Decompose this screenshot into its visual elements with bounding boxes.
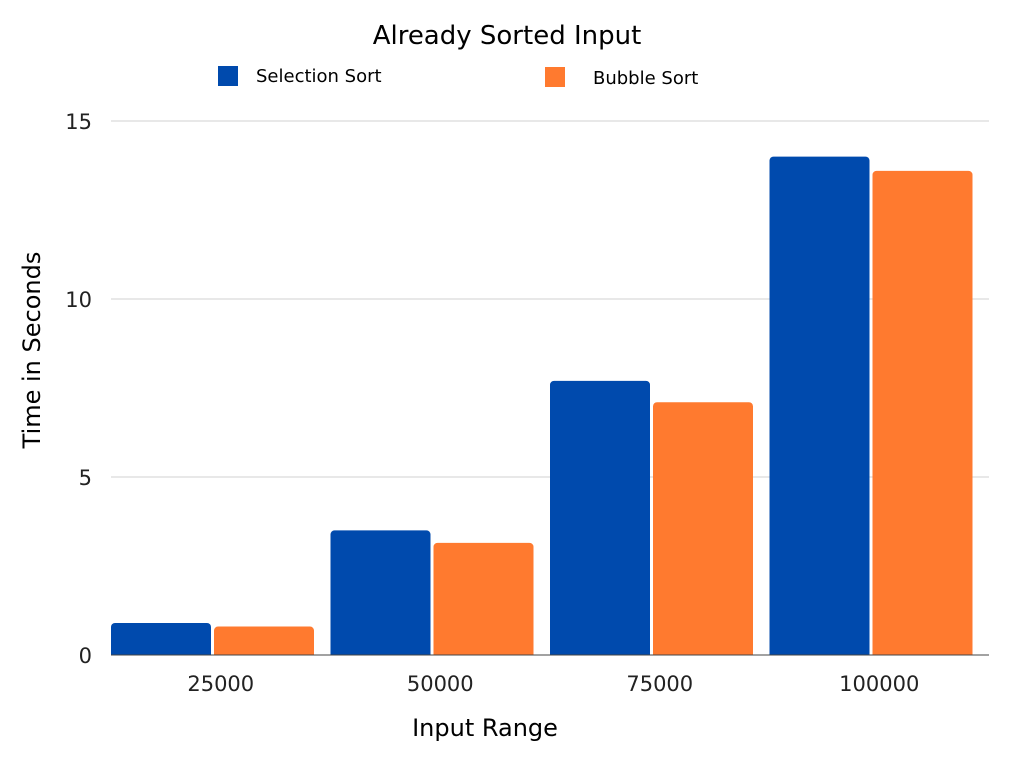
x-tick-label: 75000 [626, 672, 693, 696]
y-axis-ticks: 0 5 10 15 [65, 110, 92, 668]
bar-selection-sort-100000 [769, 156, 870, 655]
legend-swatch-bubble-sort [545, 67, 565, 87]
bar-selection-sort-25000 [111, 622, 211, 655]
x-tick-label: 50000 [407, 672, 474, 696]
bar-base-bubble-sort-25000 [214, 650, 314, 655]
bar-bubble-sort-25000 [214, 626, 314, 655]
legend: Selection Sort Bubble Sort [218, 66, 698, 89]
y-tick-label: 0 [79, 644, 92, 668]
bars [111, 156, 973, 655]
legend-label-selection-sort: Selection Sort [256, 66, 382, 87]
y-tick-label: 10 [65, 288, 92, 312]
bar-bubble-sort-50000 [433, 542, 534, 655]
bar-base-selection-sort-50000 [330, 650, 431, 655]
x-axis-title: Input Range [412, 714, 558, 742]
bar-base-selection-sort-100000 [769, 650, 870, 655]
bar-bubble-sort-75000 [653, 402, 753, 655]
y-tick-label: 5 [79, 466, 92, 490]
bar-bubble-sort-100000 [872, 170, 973, 655]
bar-base-selection-sort-75000 [550, 650, 650, 655]
y-axis-title: Time in Seconds [18, 252, 46, 450]
legend-label-bubble-sort: Bubble Sort [593, 68, 698, 89]
x-tick-label: 25000 [187, 672, 254, 696]
bar-base-bubble-sort-50000 [433, 650, 534, 655]
x-tick-label: 100000 [839, 672, 919, 696]
bar-base-selection-sort-25000 [111, 650, 211, 655]
bar-base-bubble-sort-75000 [653, 650, 753, 655]
chart-title: Already Sorted Input [373, 21, 642, 51]
x-axis-ticks: 25000 50000 75000 100000 [187, 672, 919, 696]
legend-swatch-selection-sort [218, 66, 238, 86]
bar-base-bubble-sort-100000 [872, 650, 973, 655]
bar-selection-sort-75000 [550, 380, 650, 655]
y-tick-label: 15 [65, 110, 92, 134]
bar-selection-sort-50000 [330, 530, 431, 655]
